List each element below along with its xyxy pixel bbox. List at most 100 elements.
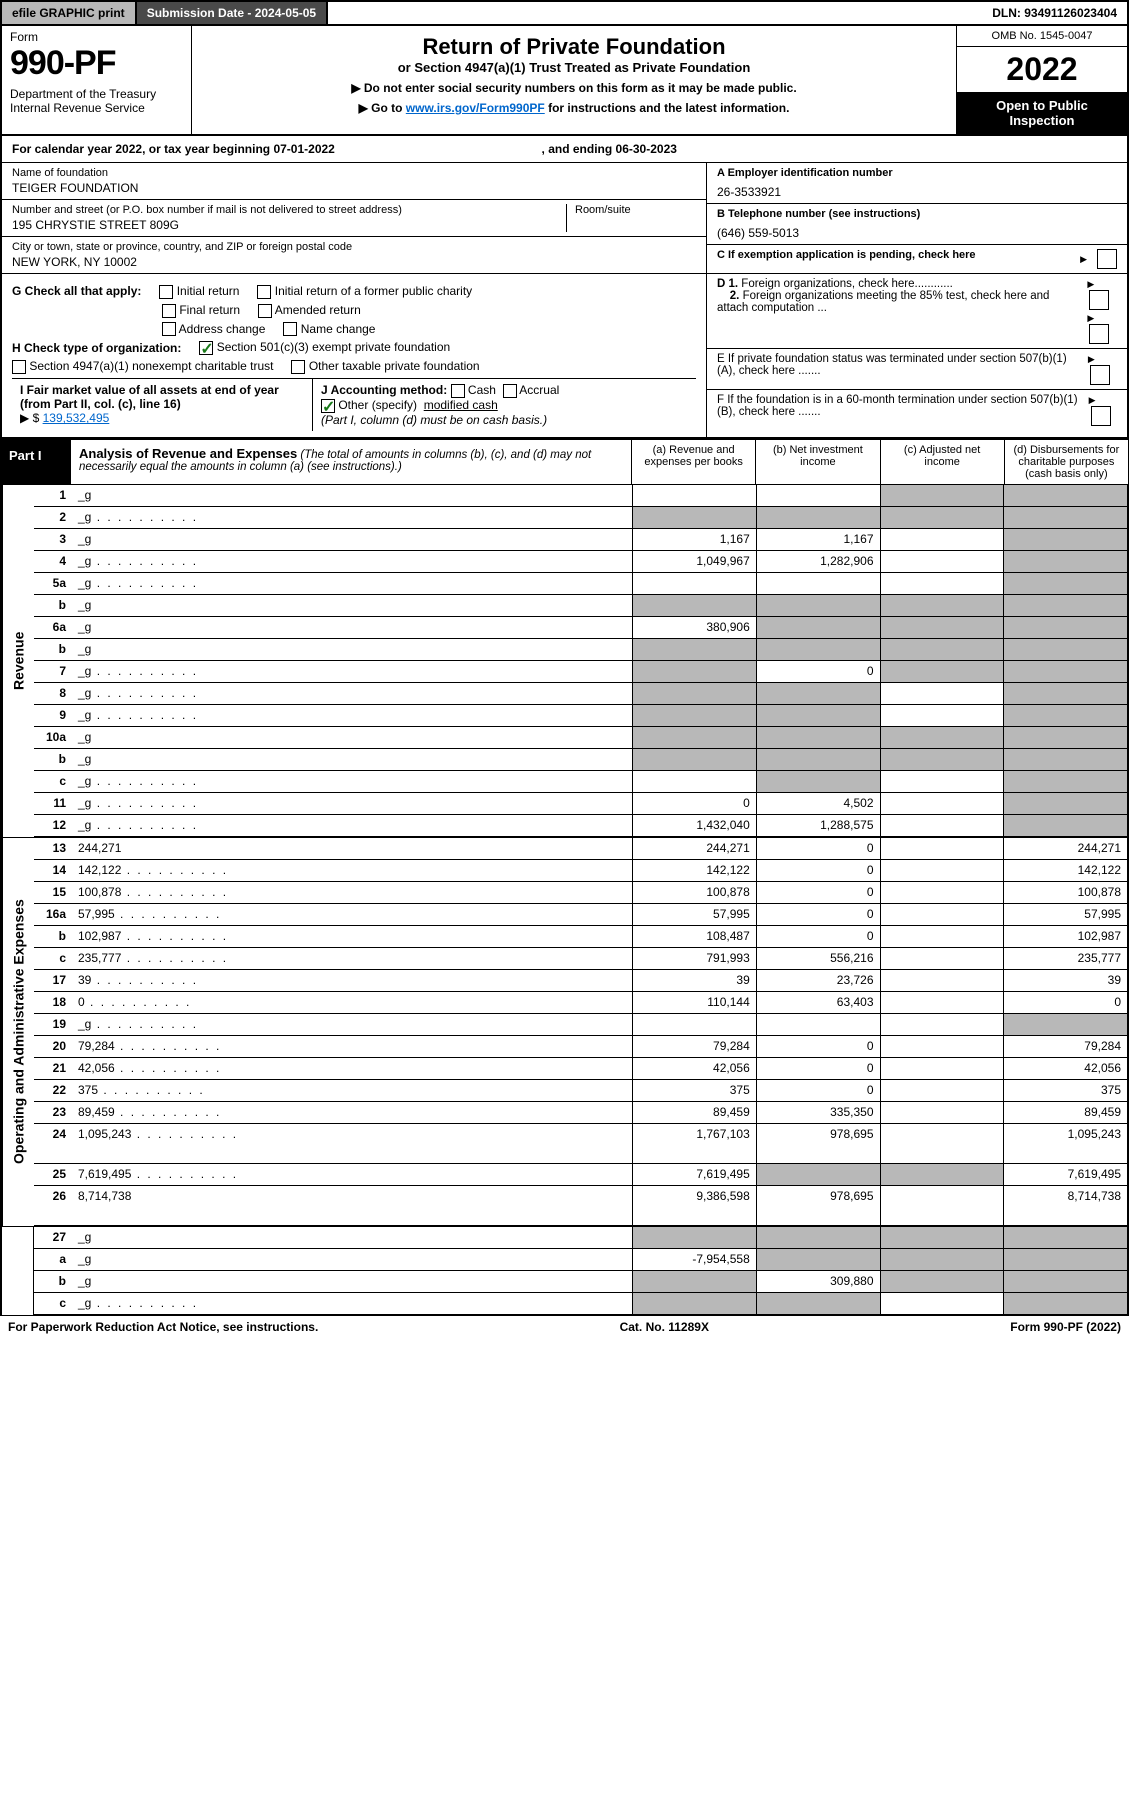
table-row: 13244,271244,2710244,271	[34, 838, 1127, 860]
g-name-checkbox[interactable]	[283, 322, 297, 336]
cell-value: 57,995	[1003, 904, 1127, 925]
cell-grey	[1003, 705, 1127, 726]
cell-value: 1,288,575	[756, 815, 880, 836]
cell-value: 0	[756, 860, 880, 881]
cell-value: 1,049,967	[632, 551, 756, 572]
cell-grey	[880, 727, 1004, 748]
h-501c3-checkbox[interactable]	[199, 341, 213, 355]
j-other-checkbox[interactable]	[321, 399, 335, 413]
cell-value	[880, 529, 1004, 550]
cell-value	[880, 838, 1004, 859]
cell-grey	[880, 1271, 1004, 1292]
line-number: 16a	[34, 904, 72, 925]
line-number: b	[34, 595, 72, 616]
line-number: 15	[34, 882, 72, 903]
cell-value	[880, 793, 1004, 814]
cell-grey	[756, 617, 880, 638]
part1-label: Part I	[1, 440, 71, 484]
table-row: c_g	[34, 771, 1127, 793]
line-number: 22	[34, 1080, 72, 1101]
cell-value: 110,144	[632, 992, 756, 1013]
cell-value	[880, 1036, 1004, 1057]
line-desc: 57,995	[72, 904, 632, 925]
g-initial-former-checkbox[interactable]	[257, 285, 271, 299]
cell-value: 1,167	[756, 529, 880, 550]
d2-checkbox[interactable]	[1089, 324, 1109, 344]
table-row: 16a57,99557,995057,995	[34, 904, 1127, 926]
line-desc: _g	[72, 573, 632, 594]
cell-grey	[756, 1227, 880, 1248]
cell-value: 978,695	[756, 1124, 880, 1163]
cell-grey	[756, 639, 880, 660]
dept: Department of the Treasury	[10, 87, 183, 101]
g-amended-checkbox[interactable]	[258, 304, 272, 318]
table-row: c_g	[34, 1293, 1127, 1315]
cell-value	[880, 948, 1004, 969]
checks-right: D 1. D 1. Foreign organizations, check h…	[707, 274, 1127, 437]
line-number: 27	[34, 1227, 72, 1248]
c-checkbox[interactable]	[1097, 249, 1117, 269]
g-address-checkbox[interactable]	[162, 322, 176, 336]
cell-grey	[632, 507, 756, 528]
cell-grey	[756, 1293, 880, 1314]
line-desc: 89,459	[72, 1102, 632, 1123]
cell-grey	[880, 749, 1004, 770]
d1-checkbox[interactable]	[1089, 290, 1109, 310]
cell-grey	[632, 683, 756, 704]
cell-value: 0	[756, 661, 880, 682]
table-row: 2_g	[34, 507, 1127, 529]
cell-value	[880, 1102, 1004, 1123]
cell-grey	[1003, 1014, 1127, 1035]
side-label-revenue: Revenue	[2, 485, 34, 837]
j-accounting: J Accounting method: Cash Accrual Other …	[312, 379, 696, 431]
cell-grey	[632, 661, 756, 682]
year-begin: 07-01-2022	[273, 142, 334, 156]
i-fmv: I Fair market value of all assets at end…	[12, 379, 312, 431]
g-initial-checkbox[interactable]	[159, 285, 173, 299]
cell-value	[880, 882, 1004, 903]
cell-grey	[632, 1271, 756, 1292]
line-number: 8	[34, 683, 72, 704]
table-row: 27_g	[34, 1227, 1127, 1249]
instructions-link[interactable]: www.irs.gov/Form990PF	[406, 101, 545, 115]
line-number: 19	[34, 1014, 72, 1035]
table-row: 14142,122142,1220142,122	[34, 860, 1127, 882]
cell-value: 42,056	[632, 1058, 756, 1079]
table-row: b_g	[34, 595, 1127, 617]
cell-value: 1,167	[632, 529, 756, 550]
line-number: 10a	[34, 727, 72, 748]
h-4947-checkbox[interactable]	[12, 360, 26, 374]
cell-value	[880, 926, 1004, 947]
cell-value: 100,878	[632, 882, 756, 903]
cell-grey	[632, 705, 756, 726]
table-row: b_g	[34, 639, 1127, 661]
line-number: c	[34, 1293, 72, 1314]
line-number: 14	[34, 860, 72, 881]
h-other-checkbox[interactable]	[291, 360, 305, 374]
j-accrual-checkbox[interactable]	[503, 384, 517, 398]
cell-value: 1,767,103	[632, 1124, 756, 1163]
header-center: Return of Private Foundation or Section …	[192, 26, 957, 134]
cell-value: 79,284	[632, 1036, 756, 1057]
cell-grey	[632, 1293, 756, 1314]
line-number: 7	[34, 661, 72, 682]
f-checkbox[interactable]	[1091, 406, 1111, 426]
line-desc: 142,122	[72, 860, 632, 881]
cell-grey	[632, 639, 756, 660]
cell-grey	[1003, 683, 1127, 704]
form-title: Return of Private Foundation	[200, 34, 948, 60]
fmv-value[interactable]: 139,532,495	[43, 411, 110, 425]
e-checkbox[interactable]	[1090, 365, 1110, 385]
cell-grey	[756, 683, 880, 704]
table-row: 1_g	[34, 485, 1127, 507]
cell-value	[880, 1080, 1004, 1101]
line-desc: _g	[72, 551, 632, 572]
line-desc: 39	[72, 970, 632, 991]
cell-grey	[756, 705, 880, 726]
g-final-checkbox[interactable]	[162, 304, 176, 318]
j-cash-checkbox[interactable]	[451, 384, 465, 398]
cell-grey	[1003, 485, 1127, 506]
cell-value: 0	[756, 1036, 880, 1057]
cell-value	[880, 815, 1004, 836]
line-number: b	[34, 749, 72, 770]
